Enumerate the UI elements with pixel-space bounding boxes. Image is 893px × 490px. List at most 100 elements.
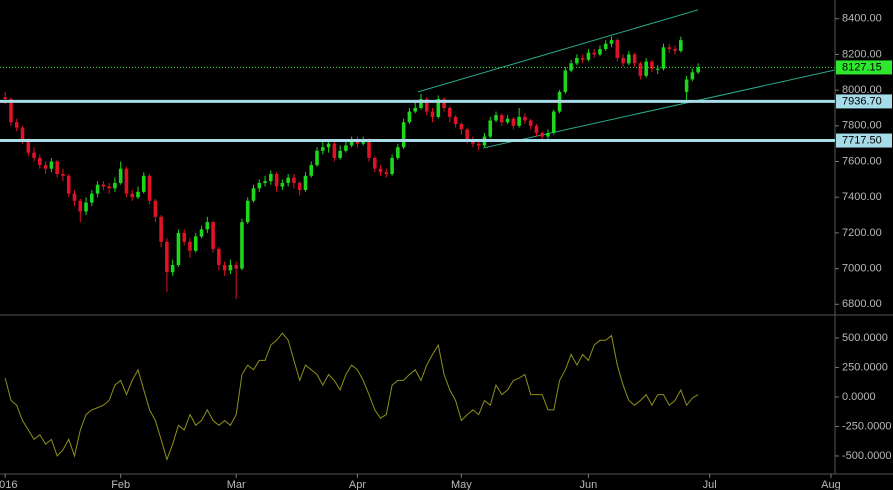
candle-body: [448, 107, 452, 117]
candle-body: [465, 129, 469, 141]
candle-body: [621, 58, 625, 64]
candle-body: [20, 127, 25, 141]
candle-body: [349, 140, 354, 146]
candle-body: [667, 47, 672, 50]
candle-body: [84, 202, 88, 212]
candle-body: [378, 168, 383, 173]
level-label: 7717.50: [842, 134, 882, 146]
y-tick-label: 7600.00: [842, 155, 882, 167]
candle-body: [534, 125, 539, 133]
candle-body: [309, 165, 314, 176]
candle-body: [326, 143, 331, 148]
candle-body: [72, 193, 77, 201]
x-tick-label: Mar: [227, 479, 246, 490]
oscillator-line: [4, 332, 699, 462]
y-tick-label: -500.0000: [842, 450, 892, 462]
candle-body: [101, 184, 106, 187]
candle-body: [453, 116, 458, 125]
candle-body: [430, 111, 435, 117]
y-tick-label: 250.0000: [842, 361, 888, 373]
candle-body: [257, 182, 262, 189]
candle-body: [413, 107, 417, 112]
candle-body: [367, 140, 371, 158]
y-tick-label: 8200.00: [842, 48, 882, 60]
x-tick-label: Feb: [111, 479, 130, 490]
candle-body: [292, 177, 296, 183]
x-tick-label: Jun: [580, 479, 598, 490]
x-tick-label: Aug: [821, 479, 841, 490]
candle-body: [280, 182, 285, 187]
candle-body: [586, 52, 591, 60]
candle-body: [627, 54, 631, 64]
candle-body: [673, 49, 677, 51]
candle-body: [315, 150, 319, 166]
candle-body: [118, 168, 123, 183]
candle-body: [523, 116, 527, 121]
candle-body: [113, 182, 117, 189]
y-tick-label: 8000.00: [842, 84, 882, 96]
candle-body: [344, 145, 348, 151]
candle-body: [690, 72, 695, 80]
candle-body: [205, 222, 210, 230]
candle-body: [245, 200, 250, 223]
last-price-label: 8127.15: [842, 61, 882, 73]
candle-body: [401, 122, 406, 148]
candle-body: [43, 165, 48, 169]
candle-body: [598, 49, 602, 55]
candle-body: [615, 40, 620, 59]
candle-body: [159, 216, 163, 242]
candle-body: [14, 122, 19, 128]
candle-body: [9, 99, 13, 123]
candle-body: [297, 182, 302, 191]
candle-body: [49, 161, 54, 169]
candle-body: [500, 115, 504, 123]
candle-body: [442, 99, 446, 108]
candle-body: [338, 150, 342, 158]
candle-body: [650, 61, 654, 69]
candle-body: [505, 118, 510, 123]
level-tag: [836, 94, 892, 109]
candle-body: [199, 229, 204, 237]
candle-body: [384, 172, 389, 175]
candle-body: [107, 186, 111, 189]
candle-body: [176, 232, 181, 266]
y-tick-label: 6800.00: [842, 298, 882, 310]
candle-body: [517, 116, 521, 126]
candle-body: [165, 241, 169, 273]
y-tick-label: -250.0000: [842, 420, 892, 432]
candle-body: [655, 68, 660, 70]
trend-line: [417, 9, 699, 93]
candle-body: [494, 115, 498, 121]
candle-body: [61, 174, 65, 176]
y-tick-label: 7800.00: [842, 120, 882, 132]
candle-body: [551, 111, 556, 133]
candle-body: [632, 54, 637, 64]
candle-body: [95, 184, 100, 194]
candle-body: [269, 174, 273, 182]
candle-body: [396, 147, 400, 158]
candle-body: [419, 99, 423, 108]
candle-body: [124, 168, 129, 194]
candle-body: [274, 174, 279, 187]
candle-body: [546, 132, 550, 137]
candle-body: [136, 191, 140, 198]
candle-body: [459, 124, 464, 130]
candle-body: [32, 152, 36, 158]
candle-body: [609, 40, 614, 44]
candle-body: [372, 157, 377, 169]
candle-body: [147, 175, 152, 201]
candle-body: [696, 67, 700, 73]
candle-body: [78, 200, 83, 212]
candle-body: [141, 175, 146, 192]
y-tick-label: 7200.00: [842, 227, 882, 239]
candle-body: [321, 147, 325, 151]
candle-body: [38, 157, 42, 166]
candle-body: [476, 143, 481, 146]
candle-body: [55, 161, 59, 175]
candle-body: [240, 222, 244, 269]
candle-body: [217, 248, 221, 266]
candle-body: [188, 241, 192, 251]
candle-body: [580, 58, 585, 60]
candle-body: [26, 140, 31, 153]
